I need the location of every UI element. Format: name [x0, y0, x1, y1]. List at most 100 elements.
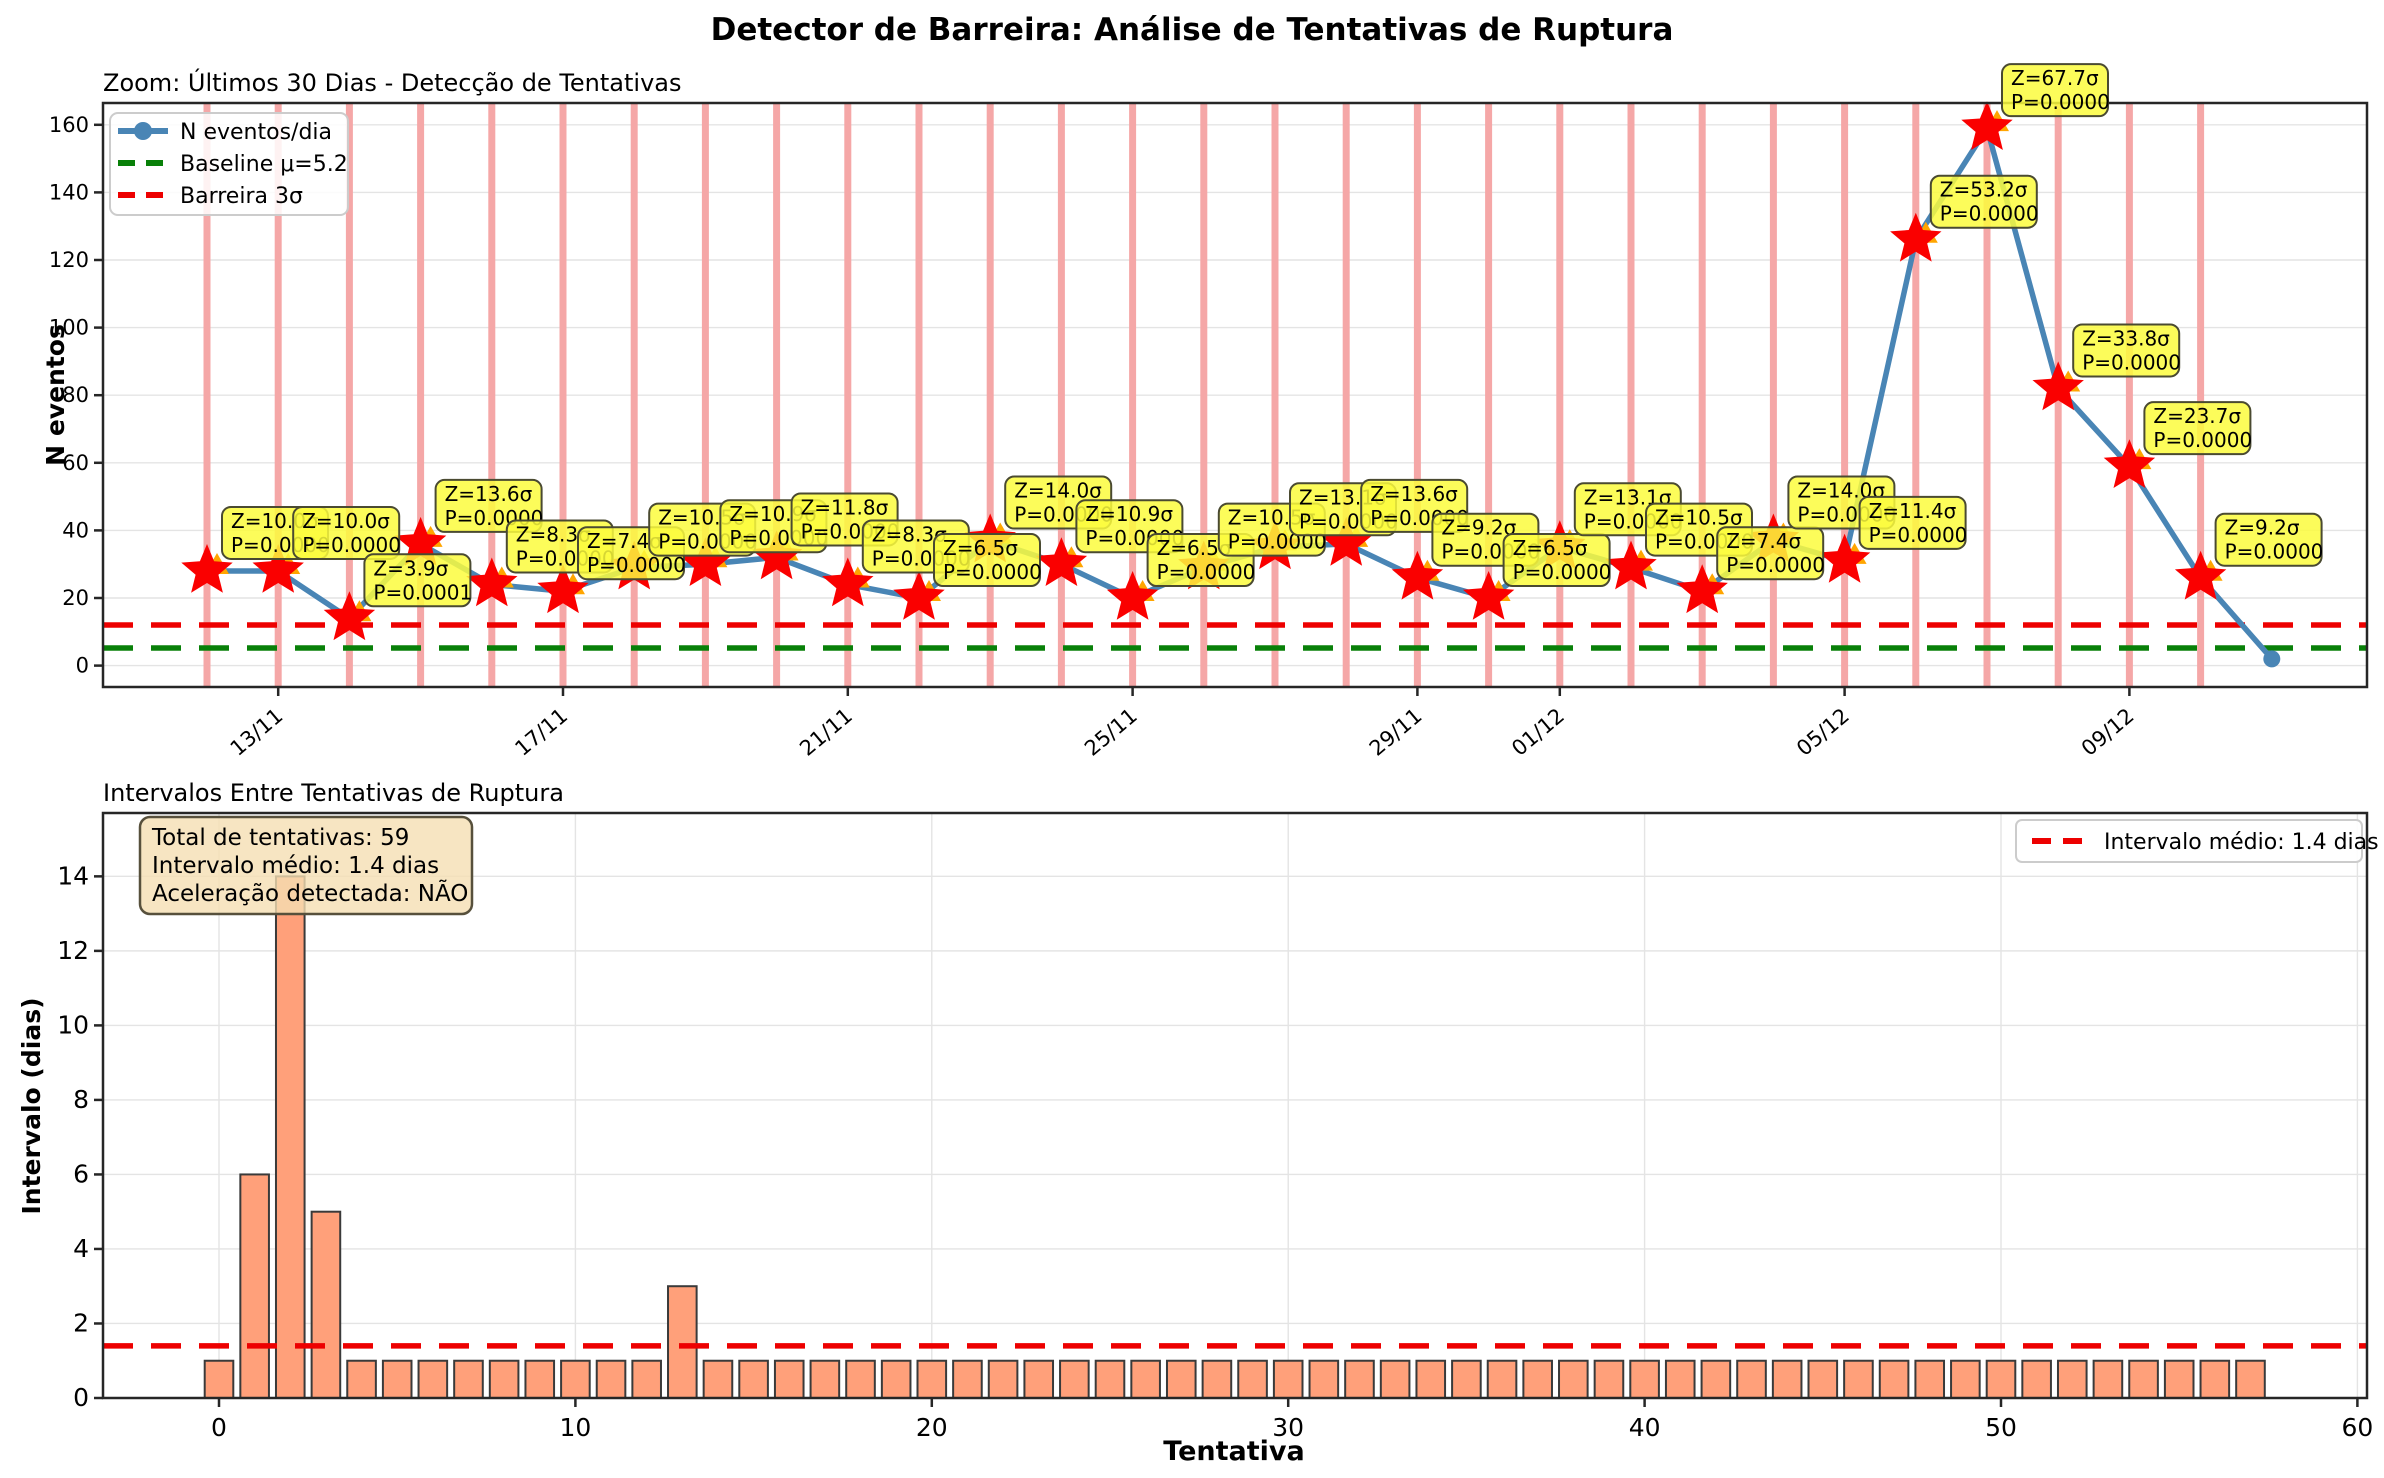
interval-bar	[1878, 1359, 1910, 1399]
annotation: Z=3.9σP=0.0001	[363, 553, 472, 608]
x-tick-label: 09/12	[2077, 703, 2139, 760]
y-tick-label: 10	[57, 1010, 89, 1039]
detection-star-icon	[679, 537, 732, 586]
interval-bar	[1629, 1359, 1660, 1399]
y-tick-label: 6	[73, 1159, 89, 1188]
annotation-p-value: P=0.0000	[1940, 202, 2039, 226]
x-tick-label: 25/11	[1080, 703, 1142, 760]
interval-bar	[1771, 1359, 1803, 1399]
interval-bar	[845, 1359, 876, 1399]
annotation-z-value: Z=7.4σ	[1726, 529, 1801, 553]
interval-bar	[702, 1359, 734, 1399]
interval-bar	[916, 1359, 948, 1399]
x-tick-label: 60	[2341, 1413, 2373, 1442]
legend-box	[109, 112, 349, 216]
annotation-z-value: Z=9.2σ	[1441, 516, 1516, 540]
annotation-z-value: Z=11.4σ	[1869, 499, 1957, 523]
interval-bar	[1664, 1359, 1696, 1399]
annotation-p-value: P=0.0001	[373, 580, 472, 604]
detection-star-icon	[1320, 516, 1372, 566]
x-tick-label: 10	[559, 1413, 591, 1442]
y-tick-label: 140	[49, 180, 89, 204]
detection-star-icon	[1462, 571, 1515, 620]
interval-bar	[1807, 1359, 1839, 1399]
interval-bar	[595, 1359, 627, 1399]
y-tick-label: 40	[62, 518, 89, 542]
detection-star-icon	[1890, 212, 1942, 262]
bottom-y-axis-label: Intervalo (dias)	[17, 997, 46, 1214]
top-chart-title: Zoom: Últimos 30 Dias - Detecção de Tent…	[103, 67, 681, 97]
interval-bar	[2092, 1359, 2124, 1399]
interval-bar	[1379, 1359, 1411, 1399]
interval-bar	[1843, 1359, 1874, 1399]
legend-marker-icon	[134, 122, 152, 140]
x-tick-label: 21/11	[795, 703, 857, 760]
annotation-p-value: P=0.0000	[1869, 523, 1968, 547]
annotation-p-value: P=0.0000	[1513, 560, 1612, 584]
y-tick-label: 80	[62, 383, 89, 407]
interval-bar	[1094, 1359, 1126, 1399]
interval-bar	[1736, 1359, 1767, 1399]
legend-entry-barrier: Barreira 3σ	[180, 184, 303, 209]
detection-star-icon	[1961, 101, 2013, 150]
annotation-p-value: P=0.0000	[943, 560, 1042, 584]
x-tick-label: 0	[211, 1413, 227, 1442]
x-tick-label: 01/12	[1507, 703, 1569, 760]
interval-bar	[2199, 1359, 2231, 1399]
interval-bar	[1451, 1359, 1482, 1399]
detection-star-icon	[1035, 537, 1088, 586]
interval-bar	[1558, 1359, 1589, 1399]
interval-bar	[417, 1359, 449, 1399]
annotation: Z=13.6σP=0.0000	[434, 478, 543, 533]
interval-bar	[667, 1285, 698, 1399]
annotation: Z=7.4σP=0.0000	[1716, 526, 1825, 581]
top-y-axis-label: N eventos	[41, 324, 70, 466]
interval-bar	[2235, 1359, 2266, 1399]
y-tick-label: 8	[73, 1085, 89, 1114]
annotation: Z=53.2σP=0.0000	[1929, 174, 2039, 229]
interval-bar	[203, 1359, 235, 1399]
interval-bar	[381, 1359, 413, 1399]
interval-bar	[1237, 1359, 1268, 1399]
detection-star-icon	[252, 544, 304, 593]
annotation-z-value: Z=10.0σ	[302, 509, 390, 533]
bottom-chart-axes: 0 2 4 6 8 10 12 14 0 10 20 30 40 50 60	[57, 811, 2373, 1442]
legend-entry-mean-interval: Intervalo médio: 1.4 dias	[2104, 830, 2379, 855]
annotation-box	[2072, 323, 2181, 378]
detection-star-icon	[893, 571, 945, 620]
x-tick-label: 50	[1985, 1413, 2017, 1442]
detection-star-icon	[181, 544, 233, 593]
detection-star-icon	[750, 530, 803, 580]
detection-star-icon	[1391, 550, 1444, 600]
interval-bar	[2056, 1359, 2088, 1399]
annotation-box	[434, 478, 543, 533]
annotation-z-value: Z=23.7σ	[2153, 404, 2241, 428]
annotation-z-value: Z=11.8σ	[801, 495, 889, 519]
interval-bar	[488, 1359, 520, 1399]
legend-box	[2015, 819, 2363, 863]
y-tick-label: 60	[62, 451, 89, 475]
x-tick-label: 30	[1272, 1413, 1304, 1442]
interval-bar	[560, 1359, 591, 1399]
annotation: Z=6.5σP=0.0000	[1502, 533, 1612, 587]
annotation: Z=10.0σP=0.0000	[292, 505, 401, 560]
data-point	[2263, 650, 2281, 668]
annotation-z-value: Z=10.9σ	[1085, 502, 1173, 526]
info-acceleration: Aceleração detectada: NÃO	[152, 879, 468, 907]
interval-bar	[1130, 1359, 1161, 1399]
info-mean-interval: Intervalo médio: 1.4 dias	[152, 853, 439, 879]
interval-bar	[239, 1173, 270, 1399]
detection-star-icon	[822, 557, 874, 607]
detection-star-icon	[1818, 533, 1871, 583]
interval-bar	[1059, 1359, 1090, 1399]
detection-star-icon	[2103, 439, 2156, 488]
interval-bar	[453, 1359, 484, 1399]
interval-bar	[773, 1359, 805, 1399]
legend-entry-events: N eventos/dia	[180, 120, 332, 145]
annotation-z-value: Z=6.5σ	[943, 536, 1018, 560]
annotation-box	[1929, 174, 2038, 229]
annotation-p-value: P=0.0000	[1726, 553, 1825, 577]
detection-star-icon	[2174, 550, 2227, 600]
y-tick-label: 120	[49, 248, 89, 272]
